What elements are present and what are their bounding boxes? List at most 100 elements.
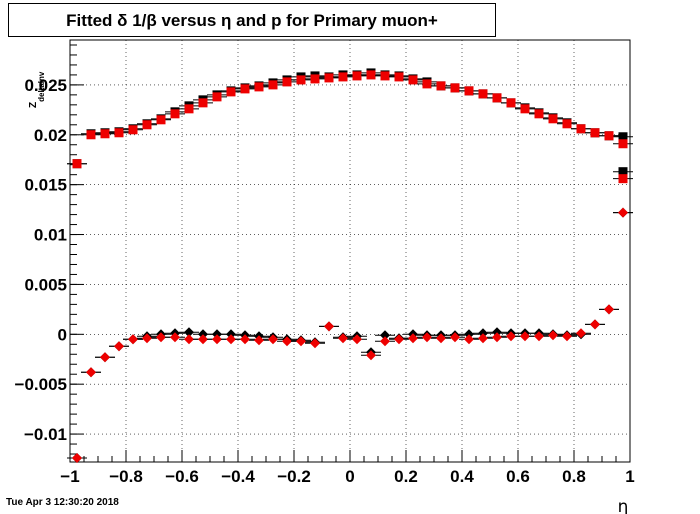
data-point xyxy=(375,336,395,347)
data-point xyxy=(319,321,339,332)
y-tick-label: −0.01 xyxy=(24,425,67,444)
data-point xyxy=(613,139,633,149)
data-point xyxy=(95,352,115,363)
data-points xyxy=(67,68,633,464)
x-tick-label: 0.8 xyxy=(562,467,586,486)
data-point xyxy=(263,80,283,90)
data-point xyxy=(137,120,157,130)
data-point xyxy=(165,109,185,119)
x-tick-label: −0.8 xyxy=(109,467,143,486)
data-point xyxy=(95,129,115,139)
y-axis-label: ZdeltaInv xyxy=(28,71,46,108)
x-tick-label: 0.2 xyxy=(394,467,418,486)
data-point xyxy=(403,333,423,344)
data-point xyxy=(529,109,549,119)
data-point xyxy=(361,350,381,361)
data-point xyxy=(291,336,311,347)
data-point xyxy=(543,330,563,341)
x-tick-label: 0.6 xyxy=(506,467,530,486)
tick-labels: −1 −0.8 −0.6 −0.4 −0.2 0 0.2 0.4 0.6 0.8 1 −0.01 −0.… xyxy=(15,76,635,486)
data-point xyxy=(431,333,451,344)
data-point xyxy=(417,79,437,89)
y-tick-label: 0.01 xyxy=(34,226,67,245)
data-point xyxy=(361,70,381,80)
data-point xyxy=(599,304,619,315)
x-tick-label: 1 xyxy=(625,467,634,486)
data-point xyxy=(333,72,353,82)
data-point xyxy=(613,207,633,218)
data-point xyxy=(277,77,297,87)
data-point xyxy=(459,334,479,345)
grid-lines xyxy=(70,40,630,462)
data-point xyxy=(445,83,465,93)
data-point xyxy=(291,75,311,85)
data-point xyxy=(501,98,521,108)
y-tick-label: 0.015 xyxy=(24,176,67,195)
data-point xyxy=(389,72,409,82)
data-point xyxy=(179,327,199,338)
data-point xyxy=(151,115,171,125)
x-axis-label: η xyxy=(618,497,629,514)
data-point xyxy=(557,119,577,129)
y-tick-label: 0.02 xyxy=(34,126,67,145)
data-point xyxy=(249,82,269,92)
data-point xyxy=(613,132,633,142)
data-point xyxy=(445,332,465,343)
data-point xyxy=(417,332,437,343)
data-point xyxy=(249,335,269,346)
data-point xyxy=(375,71,395,81)
data-point xyxy=(403,75,423,85)
data-point xyxy=(473,89,493,99)
data-point xyxy=(347,334,367,345)
x-tick-label: 0 xyxy=(345,467,354,486)
x-tick-label: 0.4 xyxy=(450,467,474,486)
svg-text:ZdeltaInv: ZdeltaInv xyxy=(28,71,46,108)
data-point xyxy=(123,125,143,135)
data-point xyxy=(585,128,605,138)
data-point xyxy=(207,92,227,102)
data-point xyxy=(515,104,535,114)
data-point xyxy=(571,328,591,339)
data-point xyxy=(571,124,591,134)
data-point xyxy=(81,367,101,378)
data-point xyxy=(543,114,563,124)
data-point xyxy=(487,332,507,343)
data-point xyxy=(165,332,185,343)
data-point xyxy=(179,104,199,114)
axis-ticks xyxy=(69,44,631,462)
data-point xyxy=(319,73,339,83)
plot-frame xyxy=(69,39,631,463)
data-point xyxy=(613,167,633,177)
data-point xyxy=(109,128,129,138)
title-box: Fitted δ 1/β versus η and p for Primary … xyxy=(8,3,496,37)
data-point xyxy=(235,334,255,345)
data-point xyxy=(585,319,605,330)
data-point xyxy=(193,98,213,108)
data-point xyxy=(431,81,451,91)
data-point xyxy=(81,130,101,140)
x-tick-label: −0.4 xyxy=(221,467,255,486)
y-tick-label: 0.005 xyxy=(24,275,67,294)
data-point xyxy=(459,86,479,96)
data-point xyxy=(137,333,157,344)
data-point xyxy=(123,334,143,345)
y-tick-label: 0 xyxy=(58,325,67,344)
data-point xyxy=(109,341,129,352)
data-point xyxy=(263,334,283,345)
data-point xyxy=(557,331,577,342)
data-point xyxy=(389,334,409,345)
y-tick-label: −0.005 xyxy=(15,375,67,394)
data-point xyxy=(473,333,493,344)
chart-title: Fitted δ 1/β versus η and p for Primary … xyxy=(66,11,438,30)
data-point xyxy=(333,333,353,344)
x-tick-label: −1 xyxy=(60,467,79,486)
data-point xyxy=(599,131,619,141)
data-point xyxy=(375,330,395,341)
data-point xyxy=(235,84,255,94)
timestamp: Tue Apr 3 12:30:20 2018 xyxy=(6,497,119,508)
data-point xyxy=(305,338,325,349)
data-point xyxy=(67,159,87,169)
data-point xyxy=(487,93,507,103)
data-point xyxy=(529,331,549,342)
